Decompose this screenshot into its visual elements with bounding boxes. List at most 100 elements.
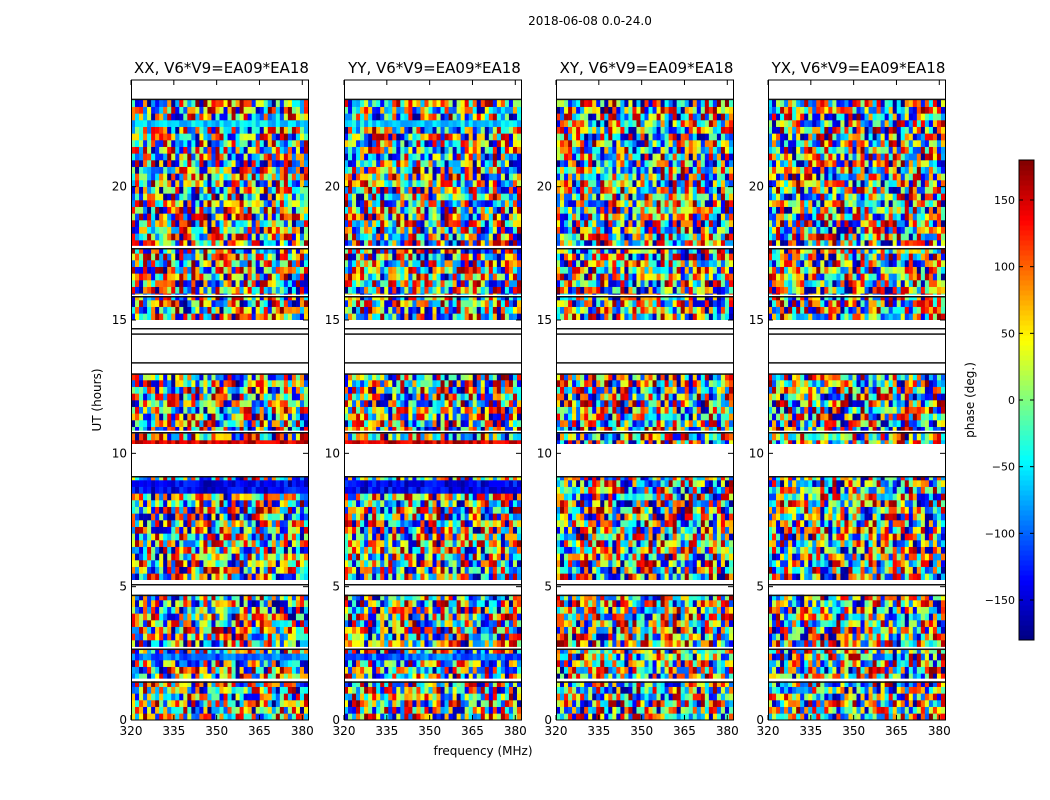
x-tick-label: 365 xyxy=(885,724,908,738)
x-tick-label: 350 xyxy=(842,724,865,738)
x-tick-label: 335 xyxy=(587,724,610,738)
x-tick-label: 320 xyxy=(333,724,356,738)
x-tick-label: 350 xyxy=(205,724,228,738)
x-tick-label: 335 xyxy=(375,724,398,738)
flagged-band xyxy=(556,646,733,649)
flagged-band xyxy=(344,80,521,99)
flagged-band xyxy=(768,320,945,328)
flagged-band xyxy=(768,646,945,649)
flagged-band xyxy=(556,334,733,363)
flagged-band xyxy=(556,80,733,99)
flagged-band xyxy=(131,589,308,595)
flagged-band xyxy=(344,430,521,432)
flagged-band xyxy=(131,580,308,584)
y-tick-label: 0 xyxy=(756,713,764,727)
band-edge-line xyxy=(556,328,733,330)
flagged-band xyxy=(344,334,521,363)
panel-title: XX, V6*V9=EA09*EA18 xyxy=(134,59,309,77)
band-edge-line xyxy=(556,296,733,298)
band-edge-line xyxy=(768,328,945,330)
band-edge-line xyxy=(556,373,733,375)
y-tick-label: 0 xyxy=(119,713,127,727)
panel-xy: XY, V6*V9=EA09*EA18 320 335 350 365 380 0 5 10 15… xyxy=(537,59,739,738)
y-tick-label: 15 xyxy=(749,313,764,327)
x-tick-label: 335 xyxy=(799,724,822,738)
band-edge-line xyxy=(344,373,521,375)
flagged-band xyxy=(768,580,945,584)
band-edge-line xyxy=(131,248,308,250)
y-tick-label: 15 xyxy=(112,313,127,327)
band-edge-line xyxy=(344,362,521,364)
band-edge-line xyxy=(556,98,733,101)
flagged-band xyxy=(131,329,308,334)
band-edge-line xyxy=(344,648,521,651)
y-tick-label: 0 xyxy=(544,713,552,727)
flagged-band xyxy=(556,430,733,432)
flagged-band xyxy=(131,362,308,374)
band-edge-line xyxy=(768,333,945,335)
band-edge-line xyxy=(131,98,308,101)
x-tick-label: 320 xyxy=(757,724,780,738)
flagged-band xyxy=(556,678,733,682)
flagged-band xyxy=(768,678,945,682)
flagged-band xyxy=(768,444,945,476)
flagged-band xyxy=(768,589,945,595)
flagged-band xyxy=(131,678,308,682)
x-tick-label: 335 xyxy=(162,724,185,738)
x-tick-label: 350 xyxy=(630,724,653,738)
band-edge-line xyxy=(556,362,733,364)
band-edge-line xyxy=(768,594,945,597)
panel-frame xyxy=(556,79,734,721)
band-edge-line xyxy=(131,333,308,335)
band-edge-line xyxy=(131,594,308,597)
band-edge-line xyxy=(344,333,521,335)
flagged-band xyxy=(344,580,521,584)
flagged-band xyxy=(131,245,308,248)
y-tick-label: 10 xyxy=(749,446,764,460)
band-edge-line xyxy=(344,432,521,434)
y-tick-label: 10 xyxy=(325,446,340,460)
band-edge-line xyxy=(556,333,733,335)
flagged-band xyxy=(344,444,521,476)
y-tick-label: 5 xyxy=(332,580,340,594)
band-edge-line xyxy=(344,98,521,101)
panel-title: XY, V6*V9=EA09*EA18 xyxy=(560,59,734,77)
flagged-band xyxy=(556,444,733,476)
flagged-band xyxy=(768,80,945,99)
band-edge-line xyxy=(768,98,945,101)
panel-yy: YY, V6*V9=EA09*EA18 320 335 350 365 380 0 5 10 15… xyxy=(325,59,527,738)
panel-title: YX, V6*V9=EA09*EA18 xyxy=(771,59,946,77)
flagged-band xyxy=(131,334,308,363)
band-edge-line xyxy=(344,594,521,597)
flagged-band xyxy=(131,646,308,649)
band-edge-line xyxy=(344,681,521,683)
flagged-band xyxy=(344,646,521,649)
flagged-band xyxy=(556,589,733,595)
panel-frame xyxy=(131,79,309,721)
band-edge-line xyxy=(344,328,521,330)
flagged-band xyxy=(131,80,308,99)
band-edge-line xyxy=(768,476,945,478)
band-edge-line xyxy=(344,296,521,298)
band-edge-line xyxy=(556,648,733,651)
flagged-band xyxy=(556,329,733,334)
y-tick-label: 10 xyxy=(112,446,127,460)
colorbar-tick-label: −100 xyxy=(985,527,1015,540)
band-edge-line xyxy=(556,681,733,683)
flagged-band xyxy=(344,329,521,334)
y-tick-label: 20 xyxy=(112,180,127,194)
flagged-band xyxy=(344,678,521,682)
band-edge-line xyxy=(556,248,733,250)
band-edge-line xyxy=(131,328,308,330)
panel-frame xyxy=(344,79,522,721)
colorbar-tick-label: 100 xyxy=(994,261,1015,274)
colorbar: −150 −100 −50 0 50 100 150 phase (deg.) xyxy=(963,159,1035,641)
y-tick-label: 5 xyxy=(544,580,552,594)
panel-yx: YX, V6*V9=EA09*EA18 320 335 350 365 380 0 5 10 15… xyxy=(749,59,951,738)
x-tick-label: 365 xyxy=(461,724,484,738)
y-tick-label: 0 xyxy=(332,713,340,727)
y-tick-label: 20 xyxy=(537,180,552,194)
flagged-band xyxy=(768,362,945,374)
flagged-band xyxy=(768,329,945,334)
